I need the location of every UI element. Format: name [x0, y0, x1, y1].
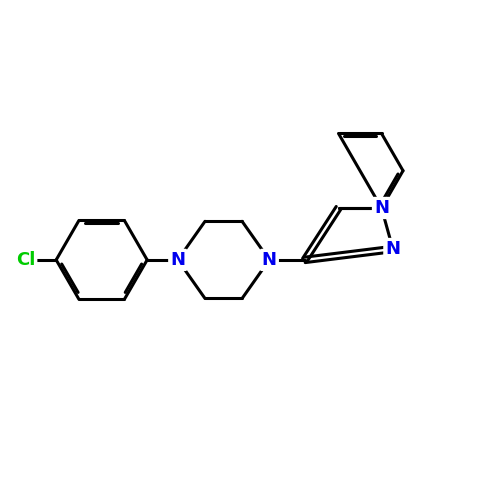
Text: N: N	[374, 199, 389, 217]
Text: N: N	[262, 251, 277, 269]
Text: Cl: Cl	[16, 251, 35, 269]
Text: N: N	[170, 251, 186, 269]
Text: N: N	[386, 240, 400, 258]
